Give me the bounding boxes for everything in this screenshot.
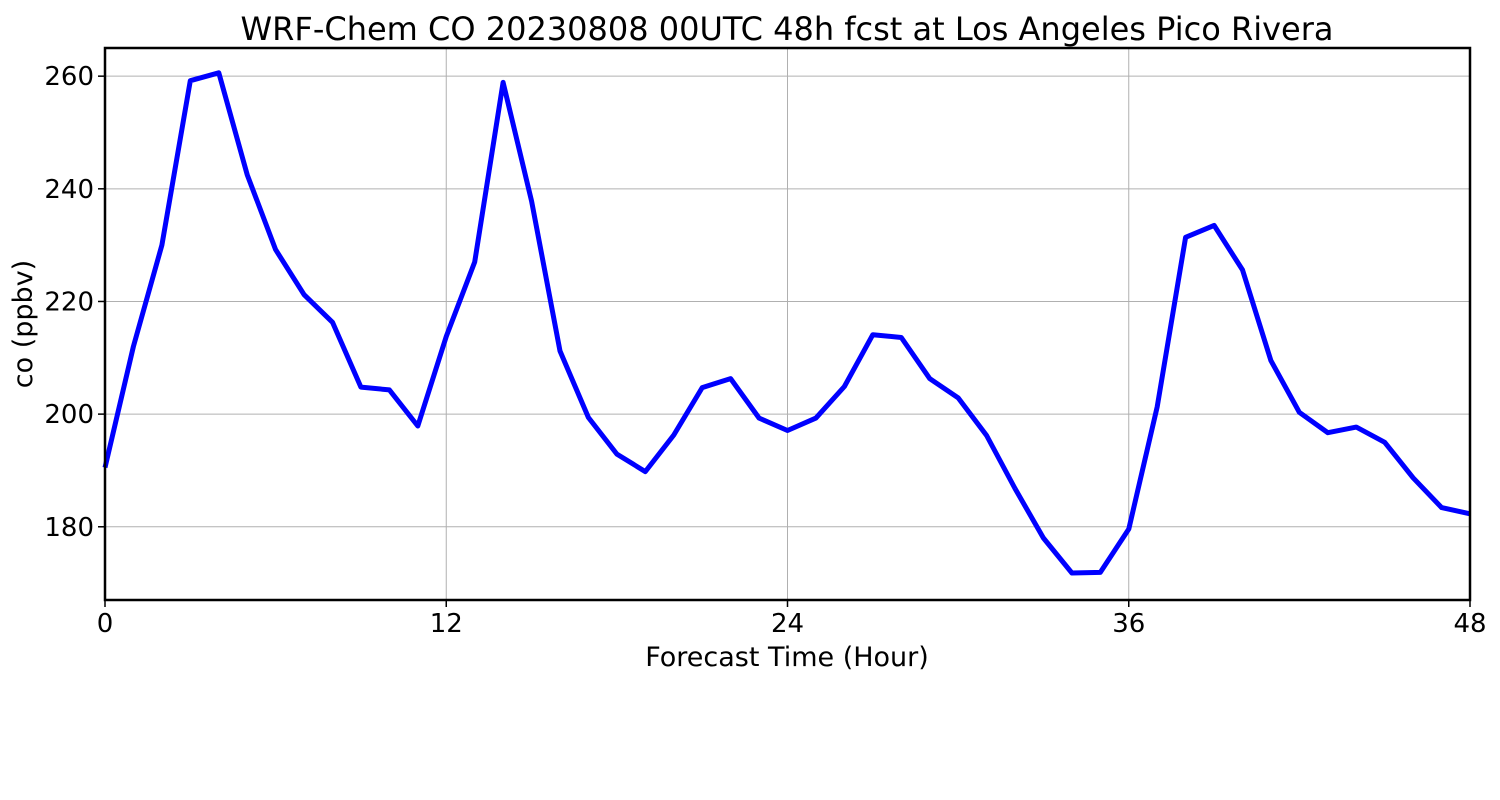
y-tick-label: 200	[44, 400, 94, 430]
x-tick-label: 48	[1453, 609, 1486, 639]
y-axis-label: co (ppbv)	[8, 260, 39, 388]
y-tick-label: 220	[44, 287, 94, 317]
x-tick-label: 0	[97, 609, 114, 639]
series-layer	[102, 70, 1471, 576]
co-series-line	[102, 70, 1471, 576]
x-tick-label: 24	[771, 609, 804, 639]
y-tick-label: 180	[44, 513, 94, 543]
y-tick-label: 240	[44, 175, 94, 205]
x-axis: 0 12 24 36 48	[97, 600, 1487, 639]
grid	[104, 48, 1471, 600]
x-tick-label: 36	[1112, 609, 1145, 639]
x-tick-label: 12	[430, 609, 463, 639]
chart-title: WRF-Chem CO 20230808 00UTC 48h fcst at L…	[241, 10, 1334, 48]
x-axis-label: Forecast Time (Hour)	[645, 642, 929, 673]
y-axis: 180 200 220 240 260	[44, 62, 105, 543]
y-tick-label: 260	[44, 62, 94, 92]
